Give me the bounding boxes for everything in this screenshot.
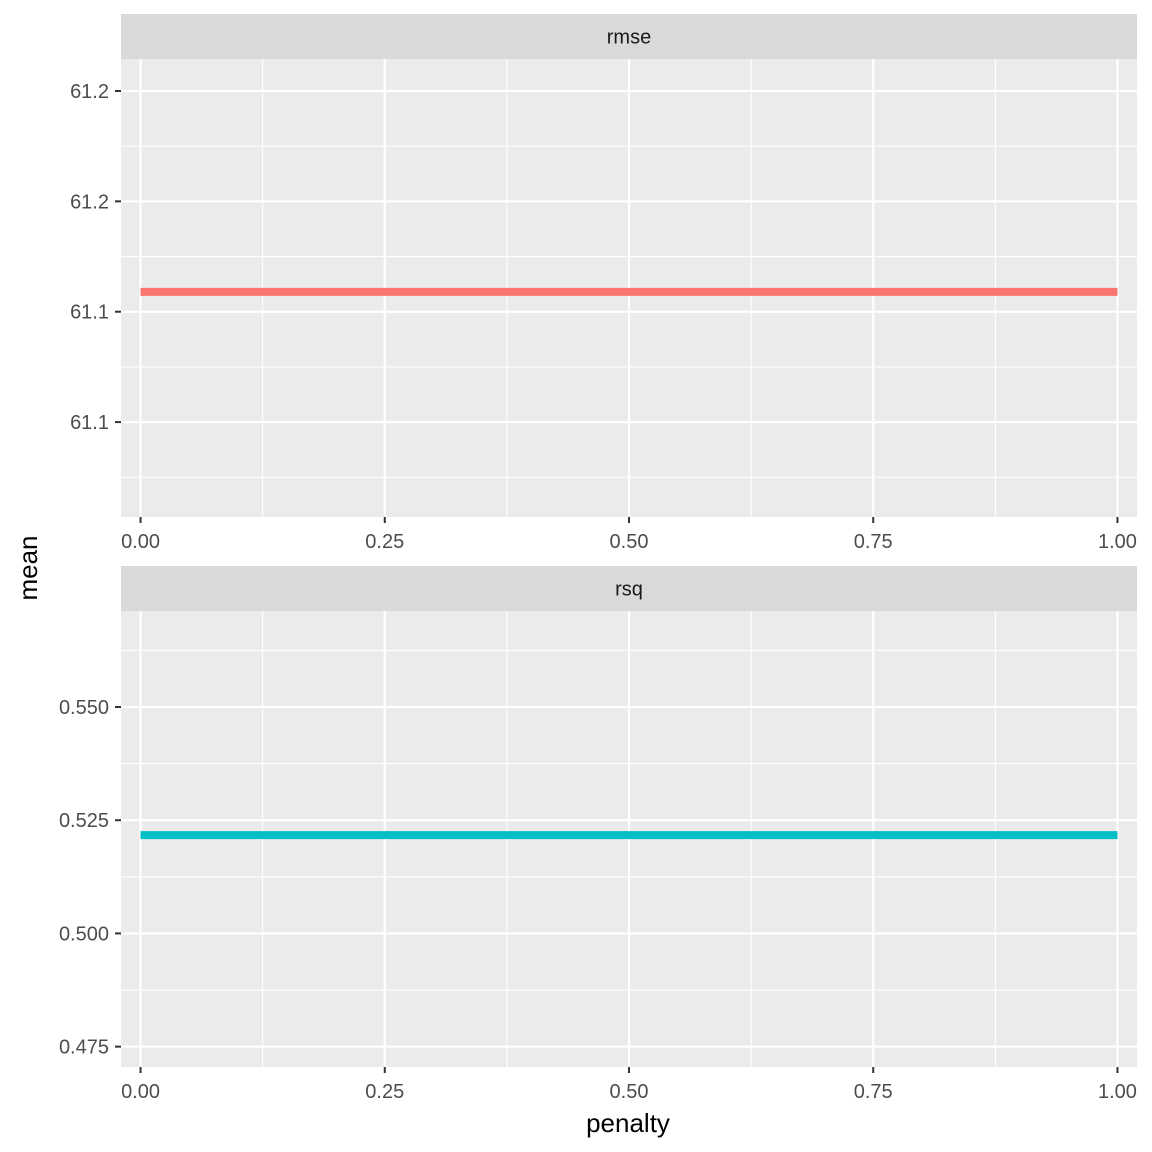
x-tick-label: 0.25 bbox=[365, 1081, 404, 1103]
y-tick-label: 61.2 bbox=[70, 81, 109, 103]
x-tick-label: 1.00 bbox=[1098, 1081, 1137, 1103]
x-axis-title: penalty bbox=[586, 1108, 670, 1138]
y-tick-label: 0.550 bbox=[59, 697, 109, 719]
y-tick-label: 0.500 bbox=[59, 923, 109, 945]
strip-background bbox=[121, 14, 1137, 59]
x-tick-label: 0.75 bbox=[854, 1081, 893, 1103]
strip-label: rsq bbox=[615, 579, 643, 601]
y-tick-label: 61.1 bbox=[70, 412, 109, 434]
y-tick-label: 0.525 bbox=[59, 810, 109, 832]
strip-background bbox=[121, 566, 1137, 611]
x-tick-label: 0.50 bbox=[610, 1081, 649, 1103]
x-tick-label: 0.50 bbox=[610, 531, 649, 553]
x-tick-label: 0.75 bbox=[854, 531, 893, 553]
y-tick-label: 61.1 bbox=[70, 302, 109, 324]
x-tick-label: 1.00 bbox=[1098, 531, 1137, 553]
y-axis-title: mean bbox=[13, 535, 43, 600]
panel-rmse: rmse 61.1 61.1 61.2 61.2 0.00 0.25 0.50 0.75 1.00 bbox=[70, 14, 1137, 553]
x-tick-label: 0.00 bbox=[121, 1081, 160, 1103]
x-tick-label: 0.25 bbox=[365, 531, 404, 553]
y-tick-label: 61.2 bbox=[70, 191, 109, 213]
panels: rmse 61.1 61.1 61.2 61.2 0.00 0.25 0.50 0.75 1.00… bbox=[59, 14, 1137, 1103]
x-tick-label: 0.00 bbox=[121, 531, 160, 553]
strip-label: rmse bbox=[607, 27, 651, 49]
y-tick-label: 0.475 bbox=[59, 1037, 109, 1059]
panel-rsq: rsq 0.475 0.500 0.525 0.550 0.00 0.25 0.50 0.75 1… bbox=[59, 566, 1137, 1103]
